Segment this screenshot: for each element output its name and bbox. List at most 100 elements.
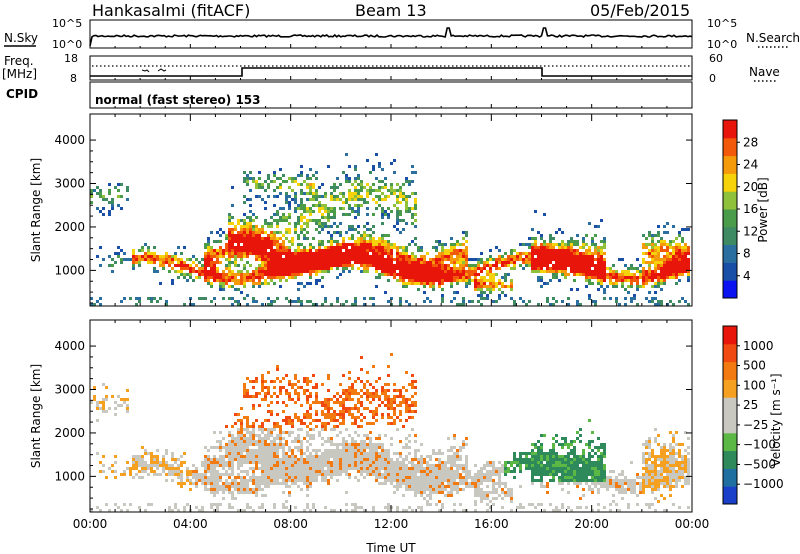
- heatmap-cell: [183, 267, 186, 270]
- heatmap-cell: [291, 264, 294, 267]
- heatmap-cell: [261, 240, 264, 243]
- heatmap-cell: [462, 476, 465, 479]
- heatmap-cell: [453, 476, 456, 479]
- heatmap-cell: [183, 303, 186, 306]
- heatmap-cell: [459, 270, 462, 273]
- heatmap-cell: [441, 506, 444, 509]
- heatmap-cell: [258, 428, 261, 431]
- heatmap-cell: [132, 249, 135, 252]
- heatmap-cell: [240, 446, 243, 449]
- heatmap-cell: [387, 189, 390, 192]
- heatmap-cell: [183, 261, 186, 264]
- heatmap-cell: [216, 461, 219, 464]
- heatmap-cell: [189, 488, 192, 491]
- heatmap-cell: [528, 243, 531, 246]
- heatmap-cell: [255, 258, 258, 261]
- heatmap-cell: [534, 473, 537, 476]
- heatmap-cell: [513, 267, 516, 270]
- heatmap-cell: [291, 276, 294, 279]
- heatmap-cell: [234, 273, 237, 276]
- heatmap-cell: [267, 252, 270, 255]
- heatmap-cell: [246, 255, 249, 258]
- heatmap-cell: [126, 461, 129, 464]
- heatmap-cell: [441, 294, 444, 297]
- heatmap-cell: [522, 258, 525, 261]
- heatmap-cell: [270, 303, 273, 306]
- heatmap-cell: [654, 285, 657, 288]
- heatmap-cell: [273, 386, 276, 389]
- heatmap-cell: [186, 267, 189, 270]
- heatmap-cell: [318, 243, 321, 246]
- heatmap-cell: [573, 240, 576, 243]
- heatmap-cell: [390, 186, 393, 189]
- heatmap-cell: [354, 392, 357, 395]
- heatmap-cell: [600, 264, 603, 267]
- heatmap-cell: [126, 407, 129, 410]
- heatmap-cell: [591, 243, 594, 246]
- heatmap-cell: [483, 467, 486, 470]
- heatmap-cell: [180, 470, 183, 473]
- heatmap-cell: [255, 434, 258, 437]
- heatmap-cell: [471, 273, 474, 276]
- heatmap-cell: [444, 276, 447, 279]
- heatmap-cell: [411, 479, 414, 482]
- heatmap-cell: [303, 192, 306, 195]
- heatmap-cell: [636, 282, 639, 285]
- heatmap-cell: [231, 279, 234, 282]
- heatmap-cell: [321, 270, 324, 273]
- heatmap-cell: [237, 243, 240, 246]
- heatmap-cell: [453, 252, 456, 255]
- heatmap-cell: [345, 177, 348, 180]
- colorbar-tick-label: 16: [743, 202, 758, 216]
- heatmap-cell: [390, 404, 393, 407]
- heatmap-cell: [384, 464, 387, 467]
- heatmap-cell: [267, 428, 270, 431]
- heatmap-cell: [531, 261, 534, 264]
- heatmap-cell: [309, 452, 312, 455]
- heatmap-cell: [438, 267, 441, 270]
- heatmap-cell: [372, 458, 375, 461]
- heatmap-cell: [357, 198, 360, 201]
- heatmap-cell: [183, 461, 186, 464]
- heatmap-cell: [381, 168, 384, 171]
- heatmap-cell: [243, 234, 246, 237]
- heatmap-cell: [555, 243, 558, 246]
- heatmap-cell: [210, 470, 213, 473]
- heatmap-cell: [435, 240, 438, 243]
- heatmap-cell: [153, 252, 156, 255]
- heatmap-cell: [342, 392, 345, 395]
- heatmap-cell: [228, 249, 231, 252]
- heatmap-cell: [99, 461, 102, 464]
- heatmap-cell: [534, 470, 537, 473]
- heatmap-cell: [381, 234, 384, 237]
- heatmap-cell: [243, 243, 246, 246]
- heatmap-cell: [249, 437, 252, 440]
- heatmap-cell: [369, 228, 372, 231]
- heatmap-cell: [576, 288, 579, 291]
- heatmap-cell: [582, 255, 585, 258]
- heatmap-cell: [438, 464, 441, 467]
- colorbar-swatch: [723, 244, 737, 263]
- heatmap-cell: [345, 300, 348, 303]
- heatmap-cell: [429, 455, 432, 458]
- heatmap-cell: [297, 440, 300, 443]
- heatmap-cell: [177, 458, 180, 461]
- heatmap-cell: [426, 467, 429, 470]
- heatmap-cell: [363, 225, 366, 228]
- heatmap-cell: [651, 276, 654, 279]
- heatmap-cell: [270, 431, 273, 434]
- heatmap-cell: [246, 443, 249, 446]
- heatmap-cell: [318, 279, 321, 282]
- heatmap-cell: [429, 467, 432, 470]
- heatmap-cell: [504, 258, 507, 261]
- heatmap-cell: [291, 273, 294, 276]
- heatmap-cell: [438, 479, 441, 482]
- heatmap-cell: [495, 473, 498, 476]
- heatmap-cell: [381, 213, 384, 216]
- heatmap-cell: [357, 183, 360, 186]
- heatmap-cell: [147, 249, 150, 252]
- heatmap-cell: [243, 440, 246, 443]
- heatmap-cell: [312, 428, 315, 431]
- heatmap-cell: [336, 479, 339, 482]
- heatmap-cell: [420, 249, 423, 252]
